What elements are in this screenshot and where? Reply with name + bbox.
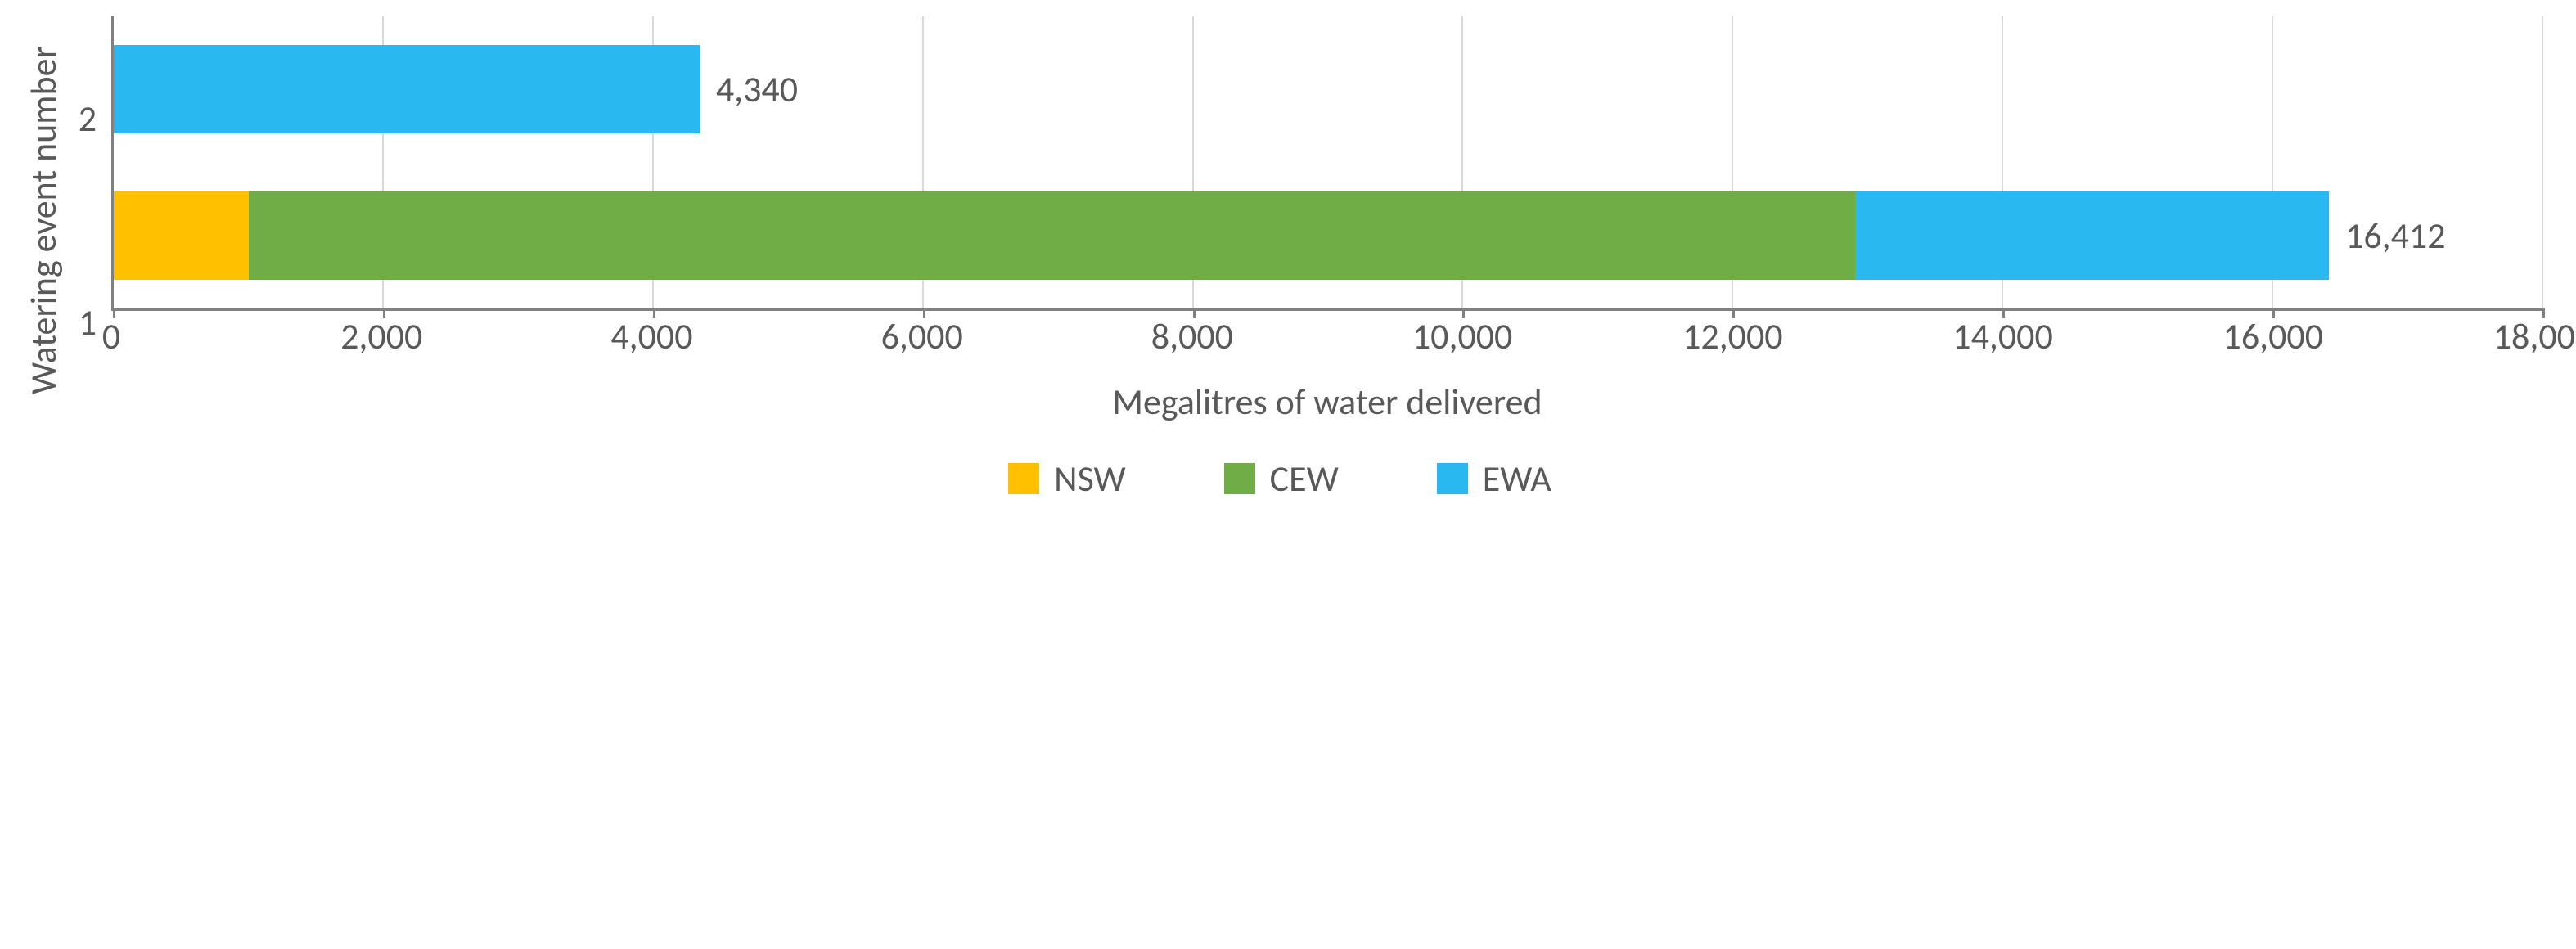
y-tick-label: 1	[79, 304, 97, 340]
legend-swatch	[1224, 463, 1255, 494]
bar-segment-ewa	[1855, 191, 2329, 280]
bar-segment-nsw	[114, 191, 249, 280]
bar-total-label: 16,412	[2329, 214, 2445, 258]
x-tick-label: 0	[102, 314, 120, 358]
x-tick-label: 16,000	[2223, 314, 2323, 358]
legend-label: EWA	[1483, 457, 1551, 501]
plot-column: 4,34016,412 02,0004,0006,0008,00010,0001…	[111, 16, 2543, 424]
bars-container: 4,340 16,412	[114, 16, 2543, 308]
legend-item-cew: CEW	[1224, 457, 1339, 501]
legend-swatch	[1008, 463, 1039, 494]
bar-segment-cew	[249, 191, 1855, 280]
legend: NSW CEW EWA	[16, 457, 2543, 501]
y-axis-ticks: 2 1	[70, 16, 111, 424]
legend-swatch	[1437, 463, 1468, 494]
x-tick-label: 8,000	[1151, 314, 1233, 358]
x-tick-label: 12,000	[1682, 314, 1782, 358]
plot-area: 4,340 16,412	[111, 16, 2543, 311]
bar-segment-ewa	[114, 45, 700, 133]
legend-item-ewa: EWA	[1437, 457, 1551, 501]
y-axis-title: Watering event number	[16, 16, 70, 424]
legend-label: CEW	[1270, 457, 1339, 501]
x-tick-label: 18,000	[2493, 314, 2576, 358]
x-axis-ticks: 02,0004,0006,0008,00010,00012,00014,0001…	[111, 314, 2543, 371]
y-tick-label: 2	[79, 101, 97, 137]
x-tick-label: 14,000	[1952, 314, 2052, 358]
legend-item-nsw: NSW	[1008, 457, 1125, 501]
x-axis-title: Megalitres of water delivered	[111, 380, 2543, 424]
chart-body: Watering event number 2 1 4,34016,412 02…	[16, 16, 2543, 424]
water-delivery-chart: Watering event number 2 1 4,34016,412 02…	[16, 16, 2543, 501]
bar-row: 16,412	[114, 191, 2543, 280]
x-tick-label: 10,000	[1412, 314, 1512, 358]
x-tick-label: 6,000	[881, 314, 963, 358]
bar-total-label: 4,340	[700, 67, 798, 111]
bar-row: 4,340	[114, 45, 2543, 133]
legend-label: NSW	[1054, 457, 1125, 501]
x-tick-label: 4,000	[610, 314, 692, 358]
x-tick-label: 2,000	[340, 314, 422, 358]
